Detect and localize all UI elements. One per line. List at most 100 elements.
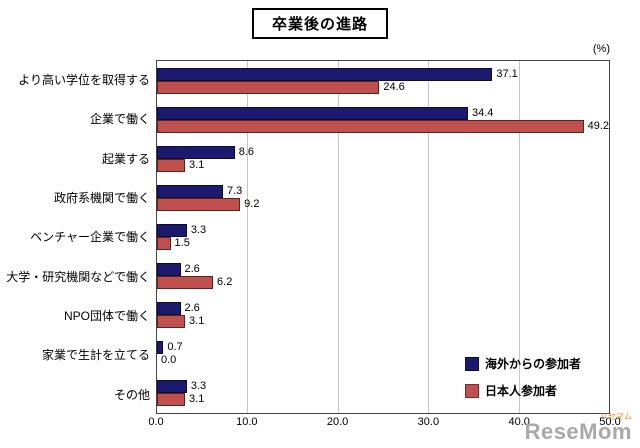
bar-line: 0.0 — [157, 354, 609, 367]
legend: 海外からの参加者 日本人参加者 — [464, 355, 581, 399]
watermark-text: ReseMom — [524, 419, 632, 444]
value-label: 34.4 — [471, 106, 494, 119]
legend-label-overseas: 海外からの参加者 — [484, 357, 581, 371]
gridline — [428, 61, 430, 413]
bar-line: 24.6 — [157, 80, 609, 94]
bar-overseas — [157, 263, 181, 277]
x-tick-label: 30.0 — [417, 416, 440, 428]
bar-line: 3.3 — [157, 223, 609, 237]
value-label: 3.3 — [190, 380, 207, 393]
value-label: 24.6 — [383, 80, 405, 93]
legend-label-japanese: 日本人参加者 — [484, 384, 557, 398]
x-tick-label: 40.0 — [508, 416, 530, 428]
value-label: 2.6 — [184, 302, 200, 315]
bar-group: 37.1 24.6 — [157, 61, 609, 100]
value-label: 3.1 — [189, 158, 205, 171]
bar-japanese — [157, 80, 380, 94]
bar-line: 1.5 — [157, 236, 609, 250]
value-label: 6.2 — [217, 276, 233, 289]
value-label: 8.6 — [238, 145, 255, 158]
bar-line: 8.6 — [157, 145, 609, 159]
plot-wrap: (%) 37.1 24.6 34.4 49.2 8.6 3.1 7.3 9.2 3.3 1.5 2.… — [148, 43, 620, 430]
legend-swatch-japanese — [464, 383, 479, 398]
legend-swatch-overseas — [464, 356, 479, 371]
bar-line: 34.4 — [157, 106, 609, 120]
bar-group: 3.3 3.1 — [157, 374, 609, 413]
category-label: 起業する — [101, 151, 150, 166]
value-label: 3.1 — [189, 393, 205, 406]
bar-japanese — [157, 393, 186, 407]
x-tick-label: 10.0 — [236, 416, 258, 428]
value-label: 0.0 — [161, 354, 177, 367]
bar-line: 6.2 — [157, 276, 609, 290]
bar-japanese — [157, 276, 214, 290]
x-tick-label: 0.0 — [148, 416, 164, 428]
bar-group: 2.6 6.2 — [157, 257, 609, 296]
bar-japanese — [157, 158, 186, 172]
value-label: 9.2 — [244, 197, 260, 210]
chart-area: より高い学位を取得する企業で働く起業する政府系機関で働くベンチャー企業で働く大学… — [6, 43, 620, 430]
bar-line: 2.6 — [157, 263, 609, 277]
value-label: 3.1 — [189, 315, 205, 328]
category-label: NPO団体で働く — [63, 309, 150, 324]
watermark-ruby: リセマム — [600, 412, 632, 421]
bar-group: 3.3 1.5 — [157, 217, 609, 256]
value-label: 2.6 — [184, 263, 200, 276]
bar-rows: 37.1 24.6 34.4 49.2 8.6 3.1 7.3 9.2 3.3 1.5 2.6 6.2… — [157, 61, 609, 413]
category-label: 政府系機関で働く — [53, 191, 150, 206]
x-axis-ticks: 0.0 10.0 20.0 30.0 40.0 50.0 — [148, 414, 620, 430]
bar-japanese — [157, 315, 186, 329]
x-tick-label: 50.0 — [599, 416, 621, 428]
value-label: 3.3 — [190, 223, 207, 236]
category-label: 企業で働く — [89, 112, 150, 127]
bar-overseas — [157, 302, 181, 316]
category-label: より高い学位を取得する — [18, 73, 150, 88]
bar-japanese — [157, 236, 171, 250]
bar-overseas — [157, 341, 164, 355]
bar-group: 7.3 9.2 — [157, 178, 609, 217]
bar-line: 2.6 — [157, 302, 609, 316]
category-axis: より高い学位を取得する企業で働く起業する政府系機関で働くベンチャー企業で働く大学… — [6, 60, 156, 414]
bar-japanese — [157, 197, 241, 211]
bar-overseas — [157, 380, 187, 394]
legend-entry-japanese: 日本人参加者 — [464, 382, 581, 399]
plot-area: 37.1 24.6 34.4 49.2 8.6 3.1 7.3 9.2 3.3 1.5 2.6 6.2… — [156, 60, 610, 414]
bar-line: 49.2 — [157, 119, 609, 133]
bar-overseas — [157, 145, 235, 159]
chart-title: 卒業後の進路 — [251, 8, 388, 39]
bar-overseas — [157, 184, 223, 198]
watermark: リセマム ReseMom — [525, 413, 632, 444]
category-label: 大学・研究機関などで働く — [6, 269, 150, 284]
x-tick-label: 20.0 — [326, 416, 349, 428]
bar-overseas — [157, 106, 468, 120]
bar-line: 7.3 — [157, 184, 609, 198]
gridline — [337, 61, 339, 413]
category-label: ベンチャー企業で働く — [30, 230, 150, 245]
bar-group: 0.7 0.0 — [157, 335, 609, 374]
category-label: 家業で生計を立てる — [41, 348, 150, 363]
bar-line: 3.3 — [157, 380, 609, 394]
bar-line: 37.1 — [157, 67, 609, 81]
value-label: 37.1 — [496, 67, 518, 80]
category-label: その他 — [113, 387, 150, 402]
bar-group: 8.6 3.1 — [157, 139, 609, 178]
legend-entry-overseas: 海外からの参加者 — [464, 355, 581, 372]
bar-group: 2.6 3.1 — [157, 296, 609, 335]
value-label: 1.5 — [174, 236, 190, 249]
bar-line: 3.1 — [157, 158, 609, 172]
value-label: 7.3 — [226, 184, 243, 197]
bar-overseas — [157, 67, 493, 81]
percent-unit-label: (%) — [592, 43, 610, 55]
bar-overseas — [157, 223, 187, 237]
bar-line: 9.2 — [157, 197, 609, 211]
value-label: 49.2 — [587, 119, 609, 132]
bar-line: 3.1 — [157, 315, 609, 329]
gridline — [518, 61, 520, 413]
bar-line: 0.7 — [157, 341, 609, 355]
bar-japanese — [157, 119, 584, 133]
bar-line: 3.1 — [157, 393, 609, 407]
gridline — [247, 61, 249, 413]
bar-group: 34.4 49.2 — [157, 100, 609, 139]
value-label: 0.7 — [167, 341, 183, 354]
